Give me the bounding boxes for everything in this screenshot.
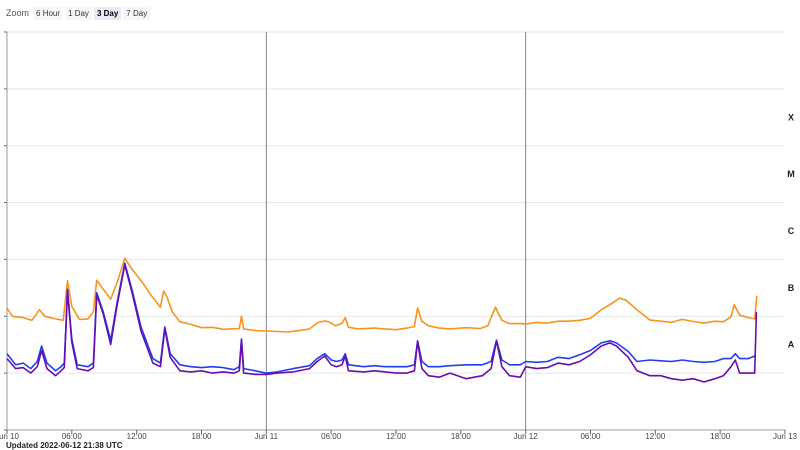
x-tick-label: 06:00 [62,432,83,441]
x-tick-label: 12:00 [386,432,407,441]
x-tick-label: Jun 13 [773,432,798,441]
x-tick-label: 18:00 [451,432,472,441]
x-tick-label: 12:00 [127,432,148,441]
x-tick-label: 06:00 [321,432,342,441]
flare-class-label: C [788,226,795,236]
zoom-label: Zoom [6,8,30,18]
x-tick-label: 06:00 [580,432,601,441]
x-tick-label: 18:00 [710,432,731,441]
flare-class-label: X [788,112,794,122]
series-line-2 [6,264,758,383]
zoom-3-day-button[interactable]: 3 Day [93,6,122,20]
updated-timestamp: Updated 2022-06-12 21:38 UTC [6,441,123,450]
x-tick-label: 12:00 [645,432,666,441]
zoom-6-hour-button[interactable]: 6 Hour [33,6,64,20]
x-tick-label: 18:00 [191,432,212,441]
zoom-7-day-button[interactable]: 7 Day [123,6,151,20]
flare-class-label: A [788,340,795,350]
flare-class-label: B [788,283,795,293]
series-line-0 [6,257,758,333]
x-tick-label: Jun 10 [0,432,20,441]
x-tick-label: Jun 11 [255,432,279,441]
x-tick-label: Jun 12 [514,432,539,441]
series-line-1 [6,262,756,374]
flare-class-label: M [787,169,795,179]
zoom-1-day-button[interactable]: 1 Day [65,6,92,20]
zoom-bar: Zoom 6 Hour 1 Day 3 Day 7 Day [6,4,152,22]
